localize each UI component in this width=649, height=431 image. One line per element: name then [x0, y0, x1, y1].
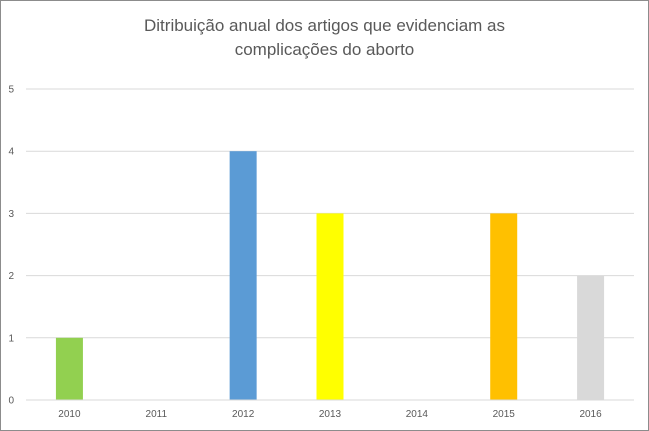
bar-2013 — [316, 213, 344, 400]
y-tick-label: 4 — [8, 147, 14, 158]
x-tick-label-2015: 2015 — [493, 409, 516, 420]
x-tick-label-2013: 2013 — [319, 409, 342, 420]
x-axis-ticks: 2010 2011 2012 2013 2014 2015 2016 — [58, 409, 602, 420]
bars — [55, 151, 605, 400]
y-tick-label: 2 — [8, 271, 14, 282]
y-tick-label: 1 — [8, 333, 14, 344]
x-tick-label-2014: 2014 — [406, 409, 429, 420]
y-axis-ticks: 0 1 2 3 4 5 — [8, 85, 14, 407]
bar-2012 — [229, 151, 257, 400]
y-tick-label: 0 — [8, 396, 14, 407]
x-tick-label-2011: 2011 — [146, 409, 168, 420]
bar-2015 — [490, 213, 518, 400]
bar-2010 — [55, 337, 83, 400]
x-tick-label-2012: 2012 — [232, 409, 255, 420]
x-tick-label-2010: 2010 — [58, 409, 81, 420]
chart-title: Ditribuição anual dos artigos que eviden… — [0, 14, 649, 62]
chart-title-line-1: Ditribuição anual dos artigos que eviden… — [144, 16, 505, 35]
bar-2016 — [577, 275, 605, 400]
x-tick-label-2016: 2016 — [579, 409, 602, 420]
y-tick-label: 3 — [8, 209, 14, 220]
y-tick-label: 5 — [8, 85, 14, 96]
chart-title-line-2: complicações do aborto — [234, 40, 415, 59]
